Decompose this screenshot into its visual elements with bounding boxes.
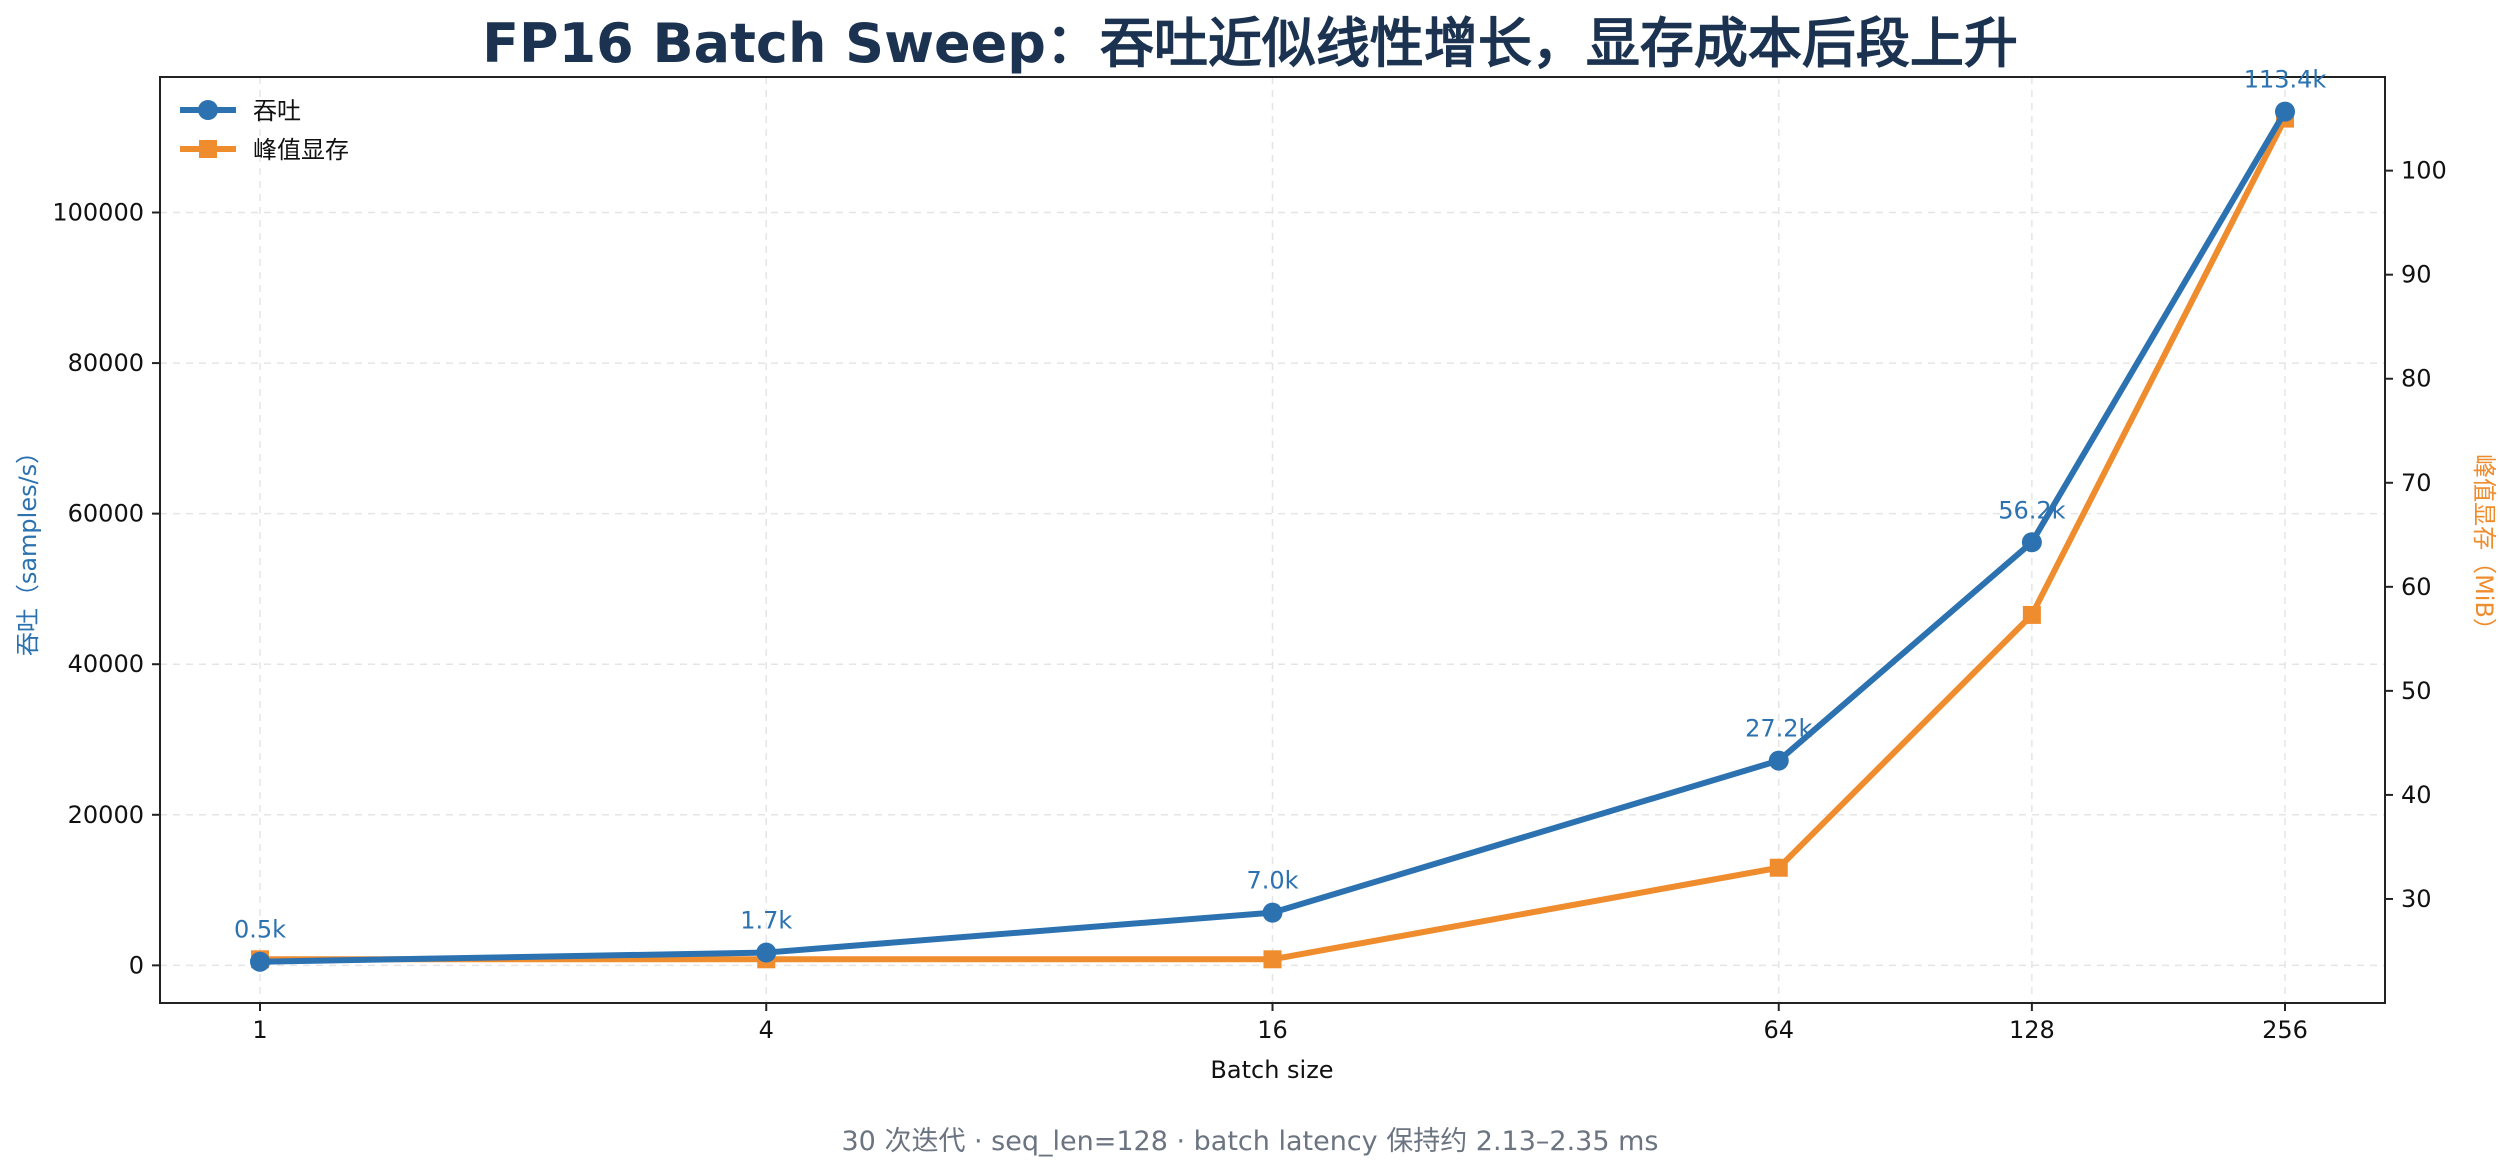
y-right-tick-label: 40 [2401, 781, 2432, 809]
y-right-tick-label: 70 [2401, 469, 2432, 497]
legend-memory-label: 峰值显存 [253, 136, 349, 164]
y-left-tick-label: 40000 [68, 650, 144, 678]
throughput-point [2275, 101, 2295, 122]
x-axis: 1 4 16 64 128 256 [252, 1003, 2308, 1044]
x-tick-label: 256 [2262, 1016, 2308, 1044]
throughput-point [756, 942, 777, 963]
throughput-point [1262, 902, 1283, 923]
x-tick-label: 64 [1763, 1016, 1794, 1044]
memory-point [1769, 858, 1788, 877]
legend-throughput-marker [198, 100, 218, 120]
throughput-point [250, 951, 270, 972]
throughput-data-label: 0.5k [234, 916, 286, 944]
throughput-data-label: 1.7k [740, 907, 792, 935]
throughput-data-label: 113.4k [2244, 66, 2327, 94]
y-right-tick-label: 60 [2401, 573, 2432, 601]
chart-caption: 30 次迭代 · seq_len=128 · batch latency 保持约… [842, 1126, 1659, 1157]
throughput-line [257, 108, 2288, 965]
memory-point [2022, 605, 2041, 624]
y-right-tick-label: 80 [2401, 365, 2432, 393]
throughput-data-label: 27.2k [1745, 715, 1812, 743]
memory-line [257, 115, 2288, 963]
y-axis-right-label: 峰值显存（MiB） [2470, 454, 2498, 642]
y-left-tick-label: 0 [129, 951, 144, 979]
data-labels: 0.5k 1.7k 7.0k 27.2k 56.2k 113.4k [234, 66, 2326, 944]
y-axis-left-label: 吞吐（samples/s） [14, 440, 42, 656]
y-left-tick-label: 80000 [68, 349, 144, 377]
y-axis-right: 30 40 50 60 70 80 90 100 [2385, 157, 2447, 913]
throughput-data-label: 56.2k [1998, 496, 2065, 524]
legend-throughput-label: 吞吐 [253, 97, 301, 125]
x-axis-label: Batch size [1210, 1056, 1333, 1084]
y-left-tick-label: 20000 [68, 801, 144, 829]
plot-frame [159, 76, 2386, 1004]
y-right-tick-label: 50 [2401, 677, 2432, 705]
y-left-tick-label: 60000 [68, 500, 144, 528]
grid [160, 77, 2385, 1003]
x-tick-label: 16 [1257, 1016, 1288, 1044]
throughput-point [2021, 532, 2042, 553]
x-tick-label: 128 [2009, 1016, 2055, 1044]
throughput-point [1768, 750, 1789, 771]
series-layer [250, 101, 2295, 972]
y-left-tick-label: 100000 [52, 199, 144, 227]
y-right-tick-label: 100 [2401, 157, 2447, 185]
legend: 吞吐 峰值显存 [180, 97, 349, 164]
legend-memory-marker [199, 140, 217, 158]
y-right-tick-label: 30 [2401, 885, 2432, 913]
throughput-data-label: 7.0k [1246, 867, 1298, 895]
chart-title: FP16 Batch Sweep：吞吐近似线性增长，显存成本后段上升 [482, 12, 2018, 75]
y-right-tick-label: 90 [2401, 261, 2432, 289]
y-axis-left: 0 20000 40000 60000 80000 100000 [52, 199, 160, 979]
memory-point [1263, 950, 1282, 969]
x-tick-label: 1 [252, 1016, 267, 1044]
x-tick-label: 4 [759, 1016, 774, 1044]
